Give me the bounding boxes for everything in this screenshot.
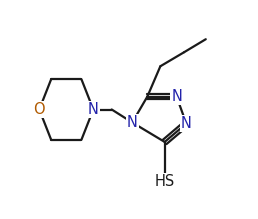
Text: N: N [171,89,182,104]
Text: O: O [34,102,45,117]
Text: N: N [127,115,138,130]
Text: N: N [88,102,99,117]
Text: HS: HS [155,175,175,189]
Text: N: N [181,116,192,131]
